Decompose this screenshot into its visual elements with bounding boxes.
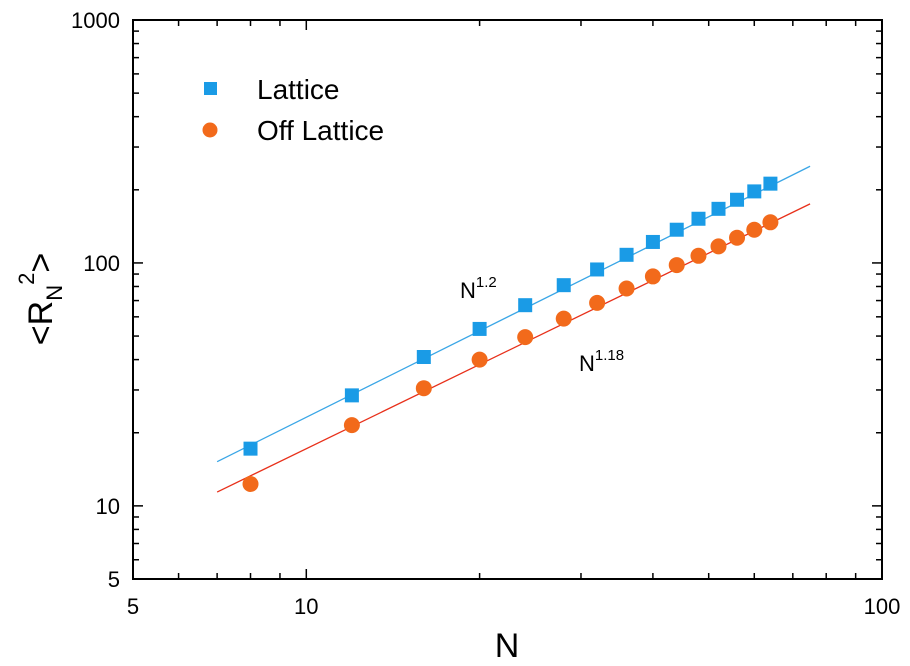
y-axis-title-sup: 2 — [14, 273, 39, 285]
fit-label-off-lattice: N1.18 — [579, 347, 624, 376]
data-point-lattice — [619, 247, 634, 262]
data-point-lattice — [747, 184, 762, 199]
data-point-off-lattice — [415, 380, 432, 397]
y-axis-title-main: <R — [22, 301, 60, 345]
legend-marker-lattice — [204, 82, 217, 95]
data-point-off-lattice — [668, 257, 685, 274]
x-tick-label: 5 — [127, 594, 139, 619]
y-tick-label: 100 — [83, 251, 120, 276]
y-axis-title: <RN2> — [14, 253, 67, 345]
y-tick-label: 5 — [108, 567, 120, 592]
data-point-lattice — [763, 176, 778, 191]
data-point-lattice — [472, 321, 487, 336]
fit-label-lattice: N1.2 — [460, 274, 497, 303]
y-tick-label: 1000 — [71, 8, 120, 33]
y-axis-title-close: > — [22, 253, 60, 273]
data-point-off-lattice — [517, 329, 534, 346]
fit-label-lattice-exp: 1.2 — [476, 274, 497, 291]
data-point-lattice — [518, 298, 533, 313]
x-axis-title: N — [495, 627, 520, 665]
data-point-lattice — [691, 211, 706, 226]
data-point-lattice — [243, 441, 258, 456]
fit-label-off-lattice-base: N — [579, 351, 595, 376]
fit-lines — [216, 165, 811, 493]
data-point-off-lattice — [589, 294, 606, 311]
data-point-off-lattice — [343, 417, 360, 434]
data-point-lattice — [669, 222, 684, 237]
data-point-off-lattice — [746, 221, 763, 238]
data-point-off-lattice — [762, 214, 779, 231]
data-point-off-lattice — [710, 238, 727, 255]
fit-label-lattice-base: N — [460, 278, 476, 303]
data-point-lattice — [344, 388, 359, 403]
data-point-off-lattice — [690, 247, 707, 264]
data-point-off-lattice — [242, 476, 259, 493]
fit-line-lattice — [216, 165, 811, 463]
legend-label-off-lattice: Off Lattice — [257, 115, 384, 146]
data-point-lattice — [590, 262, 605, 277]
data-point-off-lattice — [555, 310, 572, 327]
data-point-lattice — [416, 350, 431, 365]
data-point-off-lattice — [618, 280, 635, 297]
data-point-lattice — [730, 192, 745, 207]
tick-labels: 5 10 100 5 10 100 1000 — [71, 8, 900, 619]
data-markers — [242, 176, 779, 493]
x-tick-label: 100 — [864, 594, 901, 619]
plot-frame — [132, 19, 883, 580]
data-point-lattice — [645, 234, 660, 249]
data-point-off-lattice — [644, 268, 661, 285]
data-point-lattice — [556, 278, 571, 293]
axis-ticks — [132, 19, 883, 580]
data-point-lattice — [711, 201, 726, 216]
legend-label-lattice: Lattice — [257, 74, 340, 105]
x-tick-label: 10 — [294, 594, 318, 619]
data-point-off-lattice — [471, 351, 488, 368]
data-point-off-lattice — [729, 229, 746, 246]
y-axis-title-sub: N — [42, 285, 67, 301]
legend-marker-off-lattice — [202, 122, 218, 138]
legend: Lattice Off Lattice — [202, 74, 384, 146]
y-tick-label: 10 — [96, 494, 120, 519]
fit-label-off-lattice-exp: 1.18 — [595, 347, 624, 364]
fit-line-off-lattice — [216, 203, 811, 493]
